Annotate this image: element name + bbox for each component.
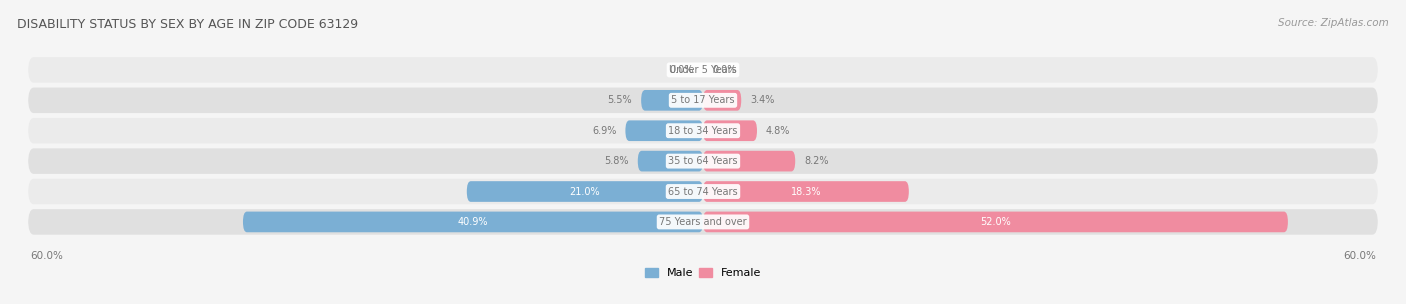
- FancyBboxPatch shape: [467, 181, 703, 202]
- FancyBboxPatch shape: [703, 120, 756, 141]
- Text: 18.3%: 18.3%: [790, 187, 821, 196]
- FancyBboxPatch shape: [703, 181, 908, 202]
- Text: 60.0%: 60.0%: [1343, 251, 1375, 261]
- Text: 0.0%: 0.0%: [669, 65, 695, 75]
- Text: 5.8%: 5.8%: [605, 156, 628, 166]
- Text: Under 5 Years: Under 5 Years: [669, 65, 737, 75]
- FancyBboxPatch shape: [28, 118, 1378, 143]
- Text: 6.9%: 6.9%: [592, 126, 616, 136]
- FancyBboxPatch shape: [703, 151, 796, 171]
- FancyBboxPatch shape: [641, 90, 703, 111]
- FancyBboxPatch shape: [703, 212, 1288, 232]
- Text: 60.0%: 60.0%: [31, 251, 63, 261]
- FancyBboxPatch shape: [626, 120, 703, 141]
- Text: 5 to 17 Years: 5 to 17 Years: [671, 95, 735, 105]
- FancyBboxPatch shape: [28, 57, 1378, 83]
- FancyBboxPatch shape: [28, 179, 1378, 204]
- FancyBboxPatch shape: [28, 148, 1378, 174]
- Text: 5.5%: 5.5%: [607, 95, 633, 105]
- Text: Source: ZipAtlas.com: Source: ZipAtlas.com: [1278, 18, 1389, 28]
- Text: 21.0%: 21.0%: [569, 187, 600, 196]
- Text: 35 to 64 Years: 35 to 64 Years: [668, 156, 738, 166]
- Text: 40.9%: 40.9%: [458, 217, 488, 227]
- Text: 75 Years and over: 75 Years and over: [659, 217, 747, 227]
- Text: 4.8%: 4.8%: [766, 126, 790, 136]
- FancyBboxPatch shape: [28, 88, 1378, 113]
- Text: DISABILITY STATUS BY SEX BY AGE IN ZIP CODE 63129: DISABILITY STATUS BY SEX BY AGE IN ZIP C…: [17, 18, 359, 31]
- Text: 18 to 34 Years: 18 to 34 Years: [668, 126, 738, 136]
- FancyBboxPatch shape: [638, 151, 703, 171]
- Text: 65 to 74 Years: 65 to 74 Years: [668, 187, 738, 196]
- Text: 8.2%: 8.2%: [804, 156, 828, 166]
- Text: 3.4%: 3.4%: [751, 95, 775, 105]
- Text: 0.0%: 0.0%: [711, 65, 737, 75]
- FancyBboxPatch shape: [28, 209, 1378, 235]
- Text: 52.0%: 52.0%: [980, 217, 1011, 227]
- FancyBboxPatch shape: [703, 90, 741, 111]
- FancyBboxPatch shape: [243, 212, 703, 232]
- Legend: Male, Female: Male, Female: [640, 263, 766, 283]
